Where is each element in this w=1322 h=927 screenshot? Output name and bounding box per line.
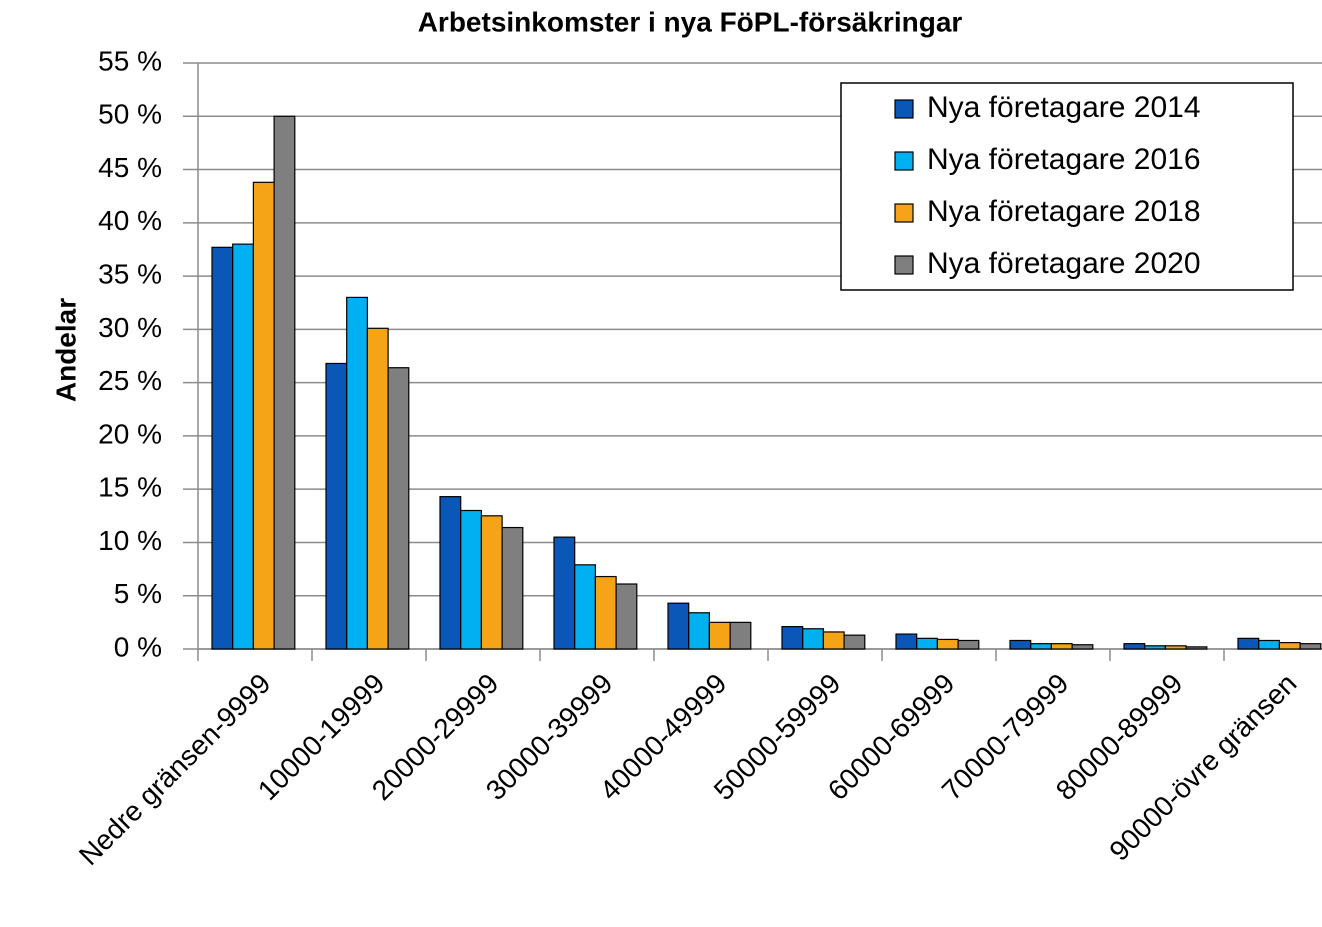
bar [1009,639,1032,650]
bar [1050,643,1073,650]
y-tick-label: 0 % [114,631,162,662]
bar [615,583,638,650]
bar [252,181,275,650]
bar [667,602,690,650]
bar [936,638,959,650]
y-tick-label: 5 % [114,578,162,609]
bar [211,246,234,650]
chart-title: Arbetsinkomster i nya FöPL-försäkringar [418,6,963,37]
bar [439,496,462,650]
bar [1164,645,1187,650]
y-tick-label: 55 % [98,45,162,76]
bar [1299,643,1322,650]
legend-swatch [894,203,914,223]
bar [729,621,752,650]
y-tick-label: 40 % [98,205,162,236]
bar [1030,643,1052,650]
bar [708,621,731,650]
y-axis-title: Andelar [50,298,81,402]
y-tick-label: 20 % [98,418,162,449]
bar [594,575,617,650]
y-tick-label: 45 % [98,152,162,183]
bar [346,296,369,650]
bar [574,564,597,650]
y-tick-label: 15 % [98,472,162,503]
legend-label: Nya företagare 2016 [927,143,1201,176]
y-tick-label: 50 % [98,99,162,130]
bar [1185,646,1208,650]
legend-label: Nya företagare 2014 [927,91,1201,124]
bar [895,633,918,650]
bar [366,327,389,650]
bar [1144,645,1166,650]
bar [387,367,410,650]
bar [460,509,483,650]
bar [480,515,503,650]
y-tick-label: 35 % [98,258,162,289]
bar [802,628,825,650]
bar [781,626,804,650]
bar [325,362,348,650]
bar [1258,639,1280,650]
bar [822,631,845,650]
bar [1123,643,1146,650]
bar [688,612,711,650]
legend-label: Nya företagare 2020 [927,247,1201,280]
legend-label: Nya företagare 2018 [927,195,1201,228]
bar [273,115,296,650]
bar [1071,644,1094,650]
bar [843,634,866,650]
legend-box [840,82,1294,291]
bar [1278,642,1301,650]
bar [916,637,939,650]
y-tick-label: 10 % [98,525,162,556]
y-tick-label: 25 % [98,365,162,396]
legend-swatch [894,255,914,275]
bar [553,536,576,650]
bar [957,639,980,650]
legend-swatch [894,99,914,119]
bar [232,243,254,650]
bar [1237,637,1260,650]
y-tick-label: 30 % [98,312,162,343]
x-tick-label: Nedre gränsen-9999 [73,668,277,872]
legend-swatch [894,151,914,171]
bar [501,526,524,650]
x-tick-label: 90000-övre gränsen [1103,668,1302,867]
